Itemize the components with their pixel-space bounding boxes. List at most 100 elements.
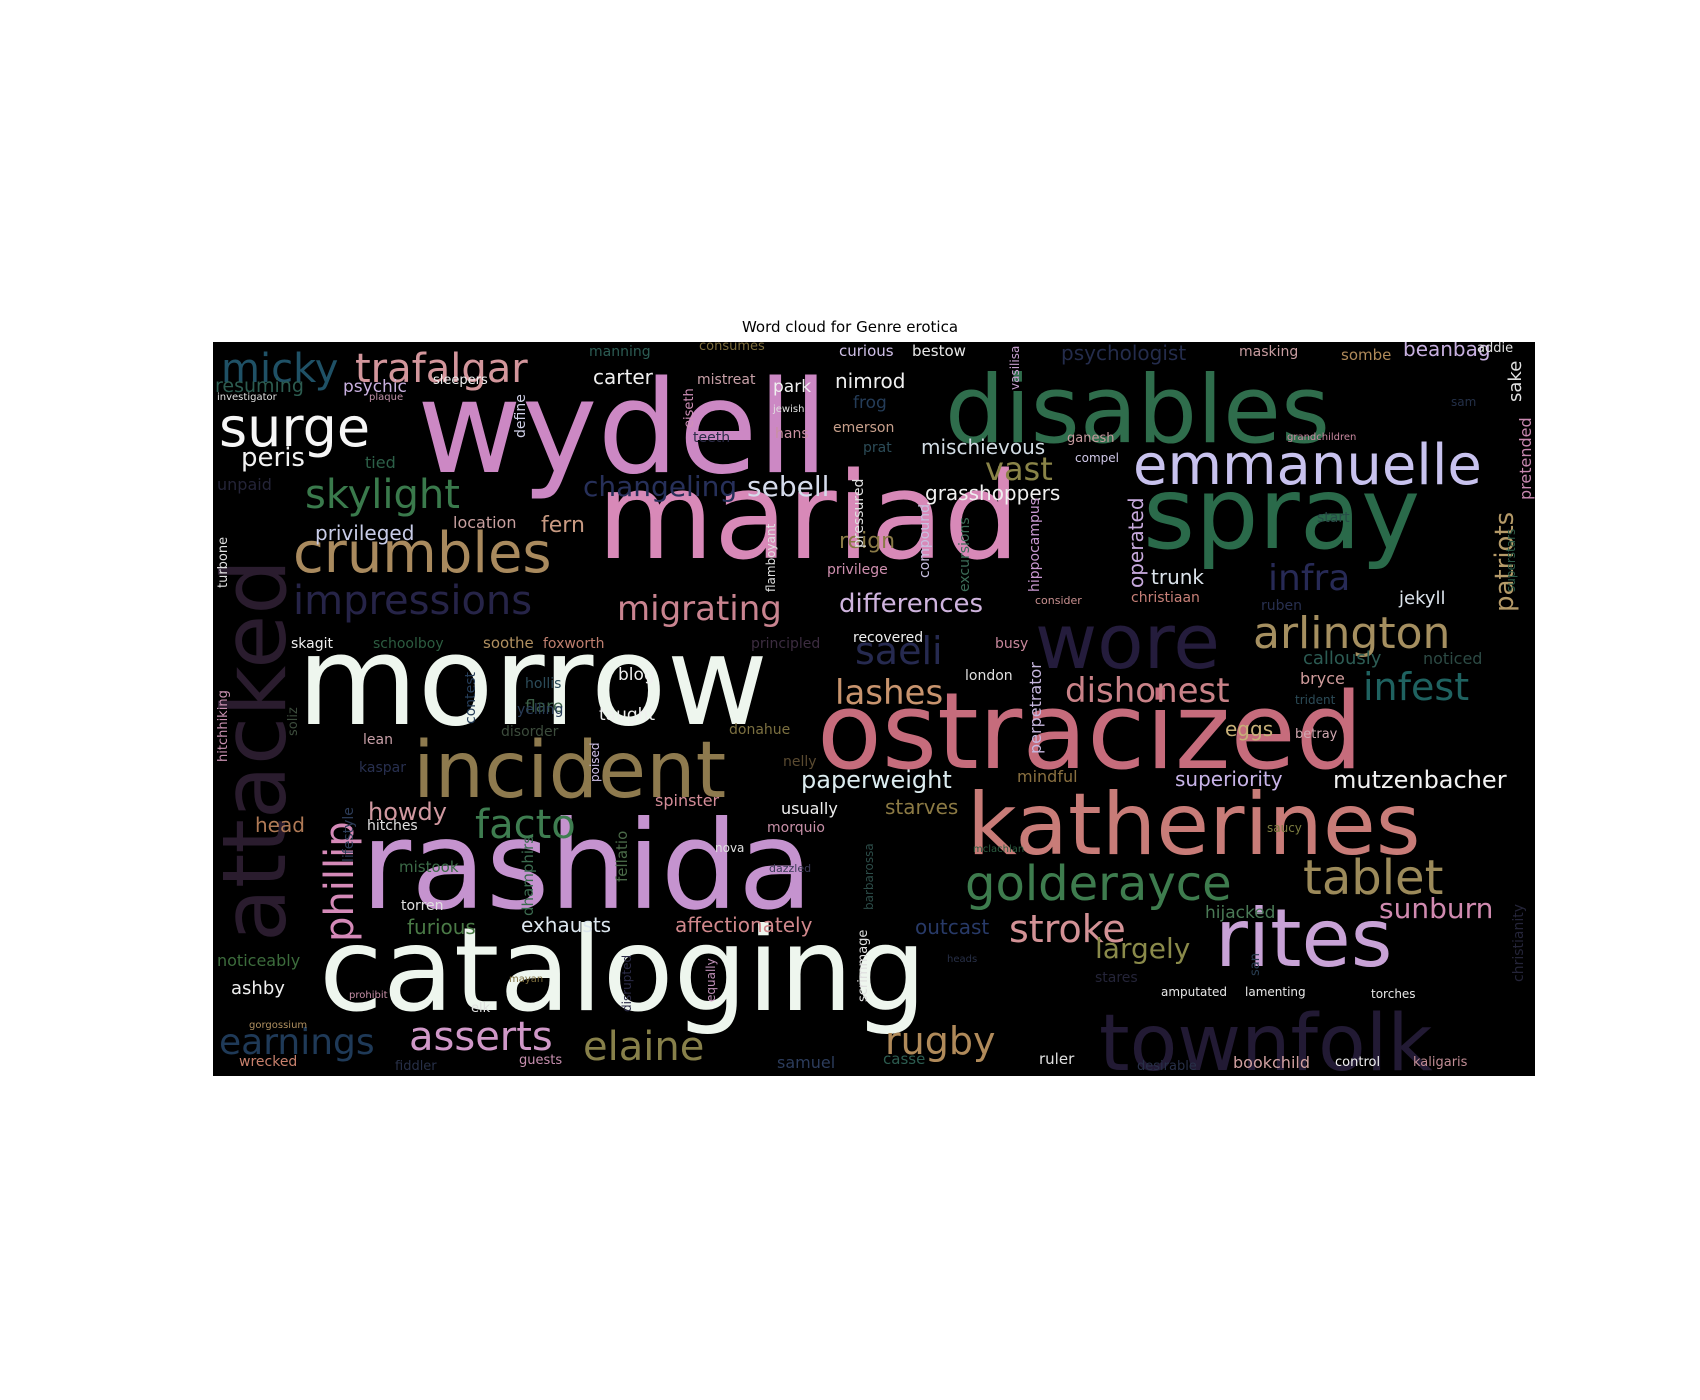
word-disrupted: disrupted [620, 955, 634, 1012]
word-equally: equally [704, 958, 718, 1002]
word-trunk: trunk [1151, 565, 1204, 589]
word-nelly: nelly [783, 754, 817, 770]
word-surge: surge [219, 396, 370, 459]
word-dhamphirs: dhamphirs [519, 836, 537, 916]
word-eiseth: eiseth [682, 388, 697, 428]
word-asserts: asserts [409, 1014, 553, 1060]
word-arlington: arlington [1253, 608, 1450, 659]
word-soothe: soothe [483, 634, 534, 652]
word-london: london [965, 668, 1013, 684]
word-mistook: mistook [399, 858, 459, 876]
word-mindful: mindful [1017, 767, 1078, 786]
word-resuming: resuming [215, 375, 304, 397]
word-facto: facto [475, 802, 576, 848]
word-flare: flare [525, 697, 563, 717]
word-saeli: saeli [855, 629, 943, 673]
word-dazzled: dazzled [769, 862, 811, 875]
word-bryce: bryce [1300, 669, 1345, 688]
word-recovered: recovered [853, 630, 923, 646]
word-elk: elk [471, 1001, 491, 1016]
word-excursions: excursions [957, 517, 973, 592]
word-operated: operated [1124, 497, 1148, 588]
word-sam: sam [1451, 395, 1476, 409]
word-lashes: lashes [835, 673, 943, 713]
word-guests: guests [519, 1053, 562, 1068]
word-wydell: wydell [417, 354, 829, 503]
word-schoolboy: schoolboy [373, 636, 444, 652]
word-unpaid: unpaid [217, 475, 272, 494]
word-spinster: spinster [655, 791, 720, 810]
word-flamboyant: flamboyant [764, 523, 778, 592]
word-pretended: pretended [1516, 417, 1535, 500]
word-peris: peris [241, 443, 305, 473]
word-psychologist: psychologist [1061, 342, 1186, 365]
word-sombe: sombe [1341, 346, 1391, 364]
word-patriots: patriots [1490, 512, 1520, 612]
word-contest: contest [463, 671, 479, 724]
word-lamenting: lamenting [1245, 985, 1306, 999]
word-morrow: morrow [297, 610, 768, 754]
word-eggs: eggs [1225, 717, 1273, 741]
word-hollis: hollis [525, 676, 561, 692]
word-micky: micky [221, 346, 338, 392]
word-start: start [1317, 510, 1350, 526]
word-hitchhiking: hitchhiking [216, 690, 231, 762]
word-hippocampus: hippocampus [1027, 498, 1043, 592]
word-vasilisa: vasilisa [1008, 346, 1022, 390]
word-exhausts: exhausts [521, 913, 611, 937]
word-starves: starves [885, 795, 958, 819]
word-masking: masking [1239, 344, 1298, 360]
word-jekyll: jekyll [1398, 588, 1446, 609]
word-migrating: migrating [617, 589, 782, 629]
word-phillip: phillip [317, 821, 363, 942]
word-donahue: donahue [729, 722, 790, 738]
word-hijacked: hijacked [1205, 903, 1275, 923]
word-busy: busy [995, 636, 1028, 652]
word-mischievous: mischievous [921, 435, 1045, 459]
word-pressured: pressured [851, 479, 867, 548]
word-jewish: jewish [772, 404, 804, 415]
word-infest: infest [1363, 665, 1469, 709]
word-morquio: morquio [767, 820, 825, 836]
word-grasshoppers: grasshoppers [925, 481, 1060, 505]
word-kaligaris: kaligaris [1413, 1055, 1468, 1070]
word-plaque: plaque [369, 392, 403, 403]
word-cloud: wydell disables mariad spray morrow ostracize… [213, 342, 1535, 1076]
word-consumes: consumes [699, 342, 765, 354]
word-mclachlan: mclachlan [973, 844, 1024, 855]
word-usually: usually [781, 799, 838, 818]
word-vast: vast [985, 450, 1053, 488]
word-ostracized: ostracized [817, 670, 1363, 793]
word-cataloging: cataloging [319, 903, 927, 1038]
word-amputated: amputated [1161, 985, 1227, 999]
word-paperweight: paperweight [801, 766, 952, 794]
word-soliz: soliz [286, 707, 301, 736]
word-spray: spray [1143, 455, 1420, 572]
word-wrecked: wrecked [239, 1054, 297, 1070]
word-lean: lean [363, 732, 393, 748]
word-torches: torches [1371, 987, 1416, 1001]
chart-title: Word cloud for Genre erotica [741, 318, 959, 336]
word-park: park [773, 377, 811, 397]
word-define: define [513, 394, 529, 438]
word-saucy: saucy [1267, 821, 1302, 835]
word-fellatio: fellatio [613, 831, 631, 882]
word-sake: sake [1505, 361, 1526, 402]
word-reign: reign [839, 529, 895, 554]
word-psychic: psychic [343, 377, 407, 397]
word-impressions: impressions [293, 578, 532, 624]
word-affectionately: affectionately [675, 913, 813, 937]
word-elaine: elaine [583, 1024, 704, 1070]
word-investigator: investigator [217, 392, 278, 403]
word-outcast: outcast [915, 915, 989, 939]
word-crumbles: crumbles [293, 521, 552, 586]
word-hitches: hitches [367, 818, 418, 834]
word-furious: furious [407, 915, 476, 939]
word-noticeably: noticeably [217, 951, 300, 970]
word-attacked: attacked [213, 559, 306, 942]
word-ashby: ashby [231, 978, 285, 999]
word-lifestyle: lifestyle [341, 807, 357, 862]
word-sleepers: sleepers [433, 373, 488, 388]
word-head: head [255, 813, 305, 837]
